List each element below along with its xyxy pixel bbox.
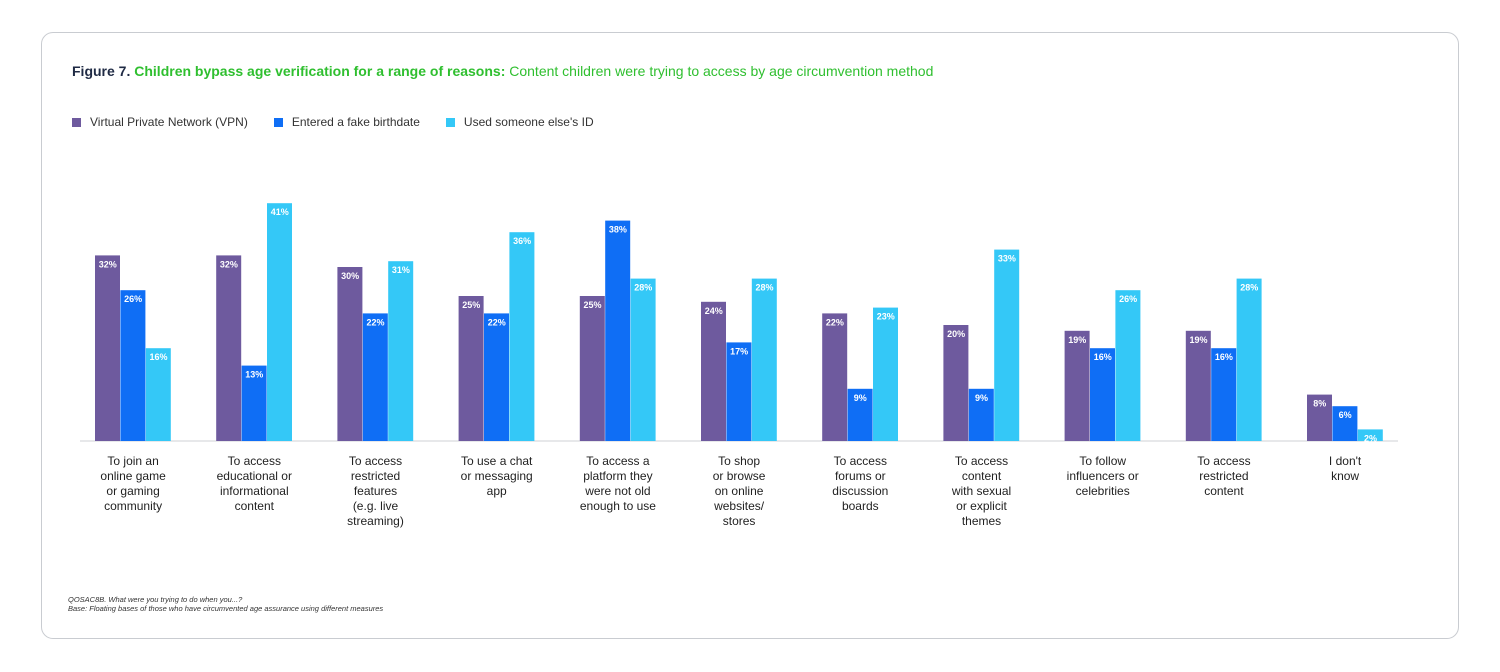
bar (968, 388, 994, 441)
bar-value-label: 31% (392, 265, 410, 275)
bar (1332, 406, 1358, 441)
bar-value-label: 9% (854, 393, 867, 403)
figure-headline: Children bypass age verification for a r… (134, 63, 506, 79)
bar-value-label: 38% (609, 225, 627, 235)
bar (362, 313, 388, 441)
bar (726, 342, 752, 441)
bar (337, 267, 363, 441)
bar-value-label: 24% (705, 306, 723, 316)
legend-label-vpn: Virtual Private Network (VPN) (90, 115, 248, 129)
legend-label-someone-elses-id: Used someone else's ID (463, 115, 594, 129)
bar (267, 203, 292, 441)
bar-value-label: 22% (826, 317, 844, 327)
bar-value-label: 17% (730, 346, 748, 356)
bar (751, 278, 777, 441)
bar-value-label: 8% (1313, 399, 1326, 409)
bar (1236, 278, 1262, 441)
bar-value-label: 32% (99, 259, 117, 269)
bar (241, 365, 267, 441)
bar-value-label: 19% (1189, 335, 1207, 345)
legend-item-vpn: Virtual Private Network (VPN) (72, 115, 248, 129)
category-label: To access restricted content (1197, 454, 1250, 498)
bar-value-label: 36% (513, 236, 531, 246)
legend-label-fake-birthdate: Entered a fake birthdate (291, 115, 420, 129)
figure-label: Figure 7. (72, 63, 131, 79)
category-label: To access restricted features (e.g. live str… (347, 454, 404, 528)
bar (216, 255, 242, 441)
chart-legend: Virtual Private Network (VPN) Entered a … (72, 115, 594, 129)
legend-swatch-vpn (72, 117, 81, 127)
bar (509, 232, 535, 441)
bar-value-label: 22% (488, 317, 506, 327)
bar-value-label: 30% (341, 271, 359, 281)
bar (701, 301, 726, 441)
bar (458, 296, 484, 441)
bar-value-label: 19% (1068, 335, 1086, 345)
bar (95, 255, 120, 441)
bar (847, 388, 873, 441)
chart-footnote: QOSAC8B. What were you trying to do when… (68, 595, 383, 613)
category-label: To access a platform they were not old enou… (580, 454, 656, 513)
bar-value-label: 41% (271, 207, 289, 217)
bar-value-label: 28% (1240, 283, 1258, 293)
bar-value-label: 16% (1094, 352, 1112, 362)
bar (1211, 348, 1237, 441)
bar-value-label: 28% (634, 283, 652, 293)
bar-value-label: 26% (124, 294, 142, 304)
category-label: I don't know (1329, 454, 1362, 483)
bar-value-label: 26% (1119, 294, 1137, 304)
bar-value-label: 22% (366, 317, 384, 327)
bar (630, 278, 656, 441)
bar (1090, 348, 1115, 441)
bar-value-label: 28% (755, 283, 773, 293)
category-label: To join an online game or gaming community (100, 454, 166, 513)
category-label: To shop or browse on online websites/stores (713, 454, 766, 528)
bar-value-label: 2% (1364, 433, 1377, 443)
bar-value-label: 16% (149, 352, 167, 362)
bar (1064, 330, 1090, 441)
bar (873, 307, 898, 441)
category-label: To use a chat or messaging app (461, 454, 533, 498)
category-label: To access educational or informational cont… (217, 454, 292, 513)
bar (943, 325, 969, 441)
legend-swatch-someone-elses-id (445, 117, 455, 127)
bar (145, 348, 171, 441)
bar (120, 290, 146, 441)
legend-swatch-fake-birthdate (273, 117, 283, 127)
bar-value-label: 33% (998, 254, 1016, 264)
bar (579, 296, 605, 441)
legend-item-fake-birthdate: Entered a fake birthdate (273, 115, 420, 129)
bar (388, 261, 414, 441)
bar-value-label: 9% (975, 393, 988, 403)
bar-value-label: 20% (947, 329, 965, 339)
bar (1357, 429, 1383, 441)
bar-value-label: 6% (1339, 410, 1352, 420)
category-label: To access forums or discussion boards (832, 454, 888, 513)
bar-value-label: 32% (220, 259, 238, 269)
category-label: To access content with sexual or explicit th… (951, 454, 1011, 528)
bar-value-label: 25% (583, 300, 601, 310)
footnote-base: Base: Floating bases of those who have c… (68, 604, 384, 613)
bar (994, 249, 1020, 441)
bar-value-label: 16% (1215, 352, 1233, 362)
figure-subtitle: Content children were trying to access b… (509, 63, 934, 79)
footnote-question: QOSAC8B. What were you trying to do when… (68, 595, 243, 604)
bar (1185, 330, 1211, 441)
bar (605, 220, 631, 441)
bar (1307, 394, 1332, 441)
bar-value-label: 13% (245, 370, 263, 380)
figure-title: Figure 7. Children bypass age verificati… (72, 63, 933, 79)
bar (822, 313, 848, 441)
bar (484, 313, 509, 441)
bar-value-label: 25% (462, 300, 480, 310)
category-label: To follow influencers or celebrities (1067, 454, 1139, 498)
legend-item-someone-elses-id: Used someone else's ID (445, 115, 594, 129)
bar-value-label: 23% (877, 312, 895, 322)
bar (1115, 290, 1141, 441)
